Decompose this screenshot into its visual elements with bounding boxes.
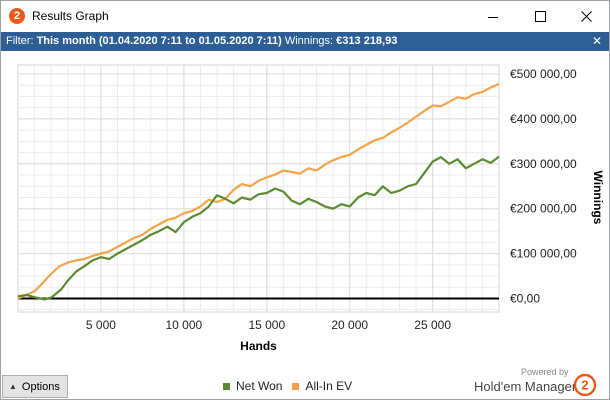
maximize-icon bbox=[534, 11, 546, 22]
app-logo-icon: 2 bbox=[9, 8, 25, 24]
x-tick-label: 15 000 bbox=[248, 318, 285, 332]
close-icon bbox=[580, 11, 592, 22]
brand-logo-glyph: 2 bbox=[581, 378, 588, 393]
winnings-label: Winnings: bbox=[284, 35, 337, 47]
options-label: Options bbox=[21, 380, 60, 393]
filter-close-icon[interactable]: ✕ bbox=[591, 34, 602, 48]
y-tick-label: €400 000,00 bbox=[510, 112, 577, 126]
y-axis-label: Winnings bbox=[591, 171, 605, 225]
powered-by-text: Powered by bbox=[521, 367, 569, 377]
filter-bar: Filter: This month (01.04.2020 7:11 to 0… bbox=[1, 32, 609, 51]
y-tick-label: €0,00 bbox=[510, 292, 540, 306]
legend-swatch-net-won bbox=[223, 382, 230, 390]
legend-label-all-in-ev: All-In EV bbox=[305, 379, 353, 393]
window-title: Results Graph bbox=[32, 9, 109, 23]
close-button[interactable] bbox=[563, 1, 609, 32]
chart-svg: 5 000 10 000 15 000 20 000 25 000 €0,00 €100 0… bbox=[17, 64, 605, 353]
bottom-bar: ▲ Options Net Won All-In EV Powered by H… bbox=[1, 367, 609, 399]
series-line-net-won bbox=[17, 155, 500, 301]
x-axis-label: Hands bbox=[240, 339, 277, 353]
y-tick-label: €100 000,00 bbox=[510, 247, 577, 261]
holdem-manager-logo-icon: 2 bbox=[574, 374, 596, 396]
plot-area bbox=[17, 64, 500, 313]
chart-legend: Net Won All-In EV bbox=[223, 379, 352, 393]
filter-text: Filter: This month (01.04.2020 7:11 to 0… bbox=[6, 32, 397, 51]
winnings-value: €313 218,93 bbox=[336, 35, 398, 47]
x-tick-label: 5 000 bbox=[86, 318, 116, 332]
minimize-icon bbox=[488, 16, 498, 18]
maximize-button[interactable] bbox=[517, 1, 563, 32]
results-chart: 5 000 10 000 15 000 20 000 25 000 €0,00 €100 0… bbox=[1, 51, 609, 371]
legend-item-net-won[interactable]: Net Won bbox=[223, 379, 282, 393]
x-tick-label: 20 000 bbox=[331, 318, 368, 332]
brand-name: Hold'em Manager bbox=[474, 379, 577, 394]
legend-item-all-in-ev[interactable]: All-In EV bbox=[292, 379, 352, 393]
filter-prefix: Filter: bbox=[6, 35, 37, 47]
legend-label-net-won: Net Won bbox=[236, 379, 283, 393]
y-tick-label: €200 000,00 bbox=[510, 202, 577, 216]
minimize-button[interactable] bbox=[470, 1, 516, 32]
x-tick-label: 10 000 bbox=[166, 318, 203, 332]
series-line-all-in-ev bbox=[17, 82, 500, 300]
title-bar[interactable]: 2 Results Graph bbox=[1, 1, 609, 32]
filter-period: This month (01.04.2020 7:11 to 01.05.202… bbox=[36, 35, 282, 47]
options-arrow-icon: ▲ bbox=[9, 382, 17, 391]
y-tick-label: €500 000,00 bbox=[510, 67, 577, 81]
legend-swatch-all-in-ev bbox=[292, 382, 300, 390]
y-tick-label: €300 000,00 bbox=[510, 157, 577, 171]
options-button[interactable]: ▲ Options bbox=[2, 375, 68, 398]
x-tick-label: 25 000 bbox=[414, 318, 451, 332]
